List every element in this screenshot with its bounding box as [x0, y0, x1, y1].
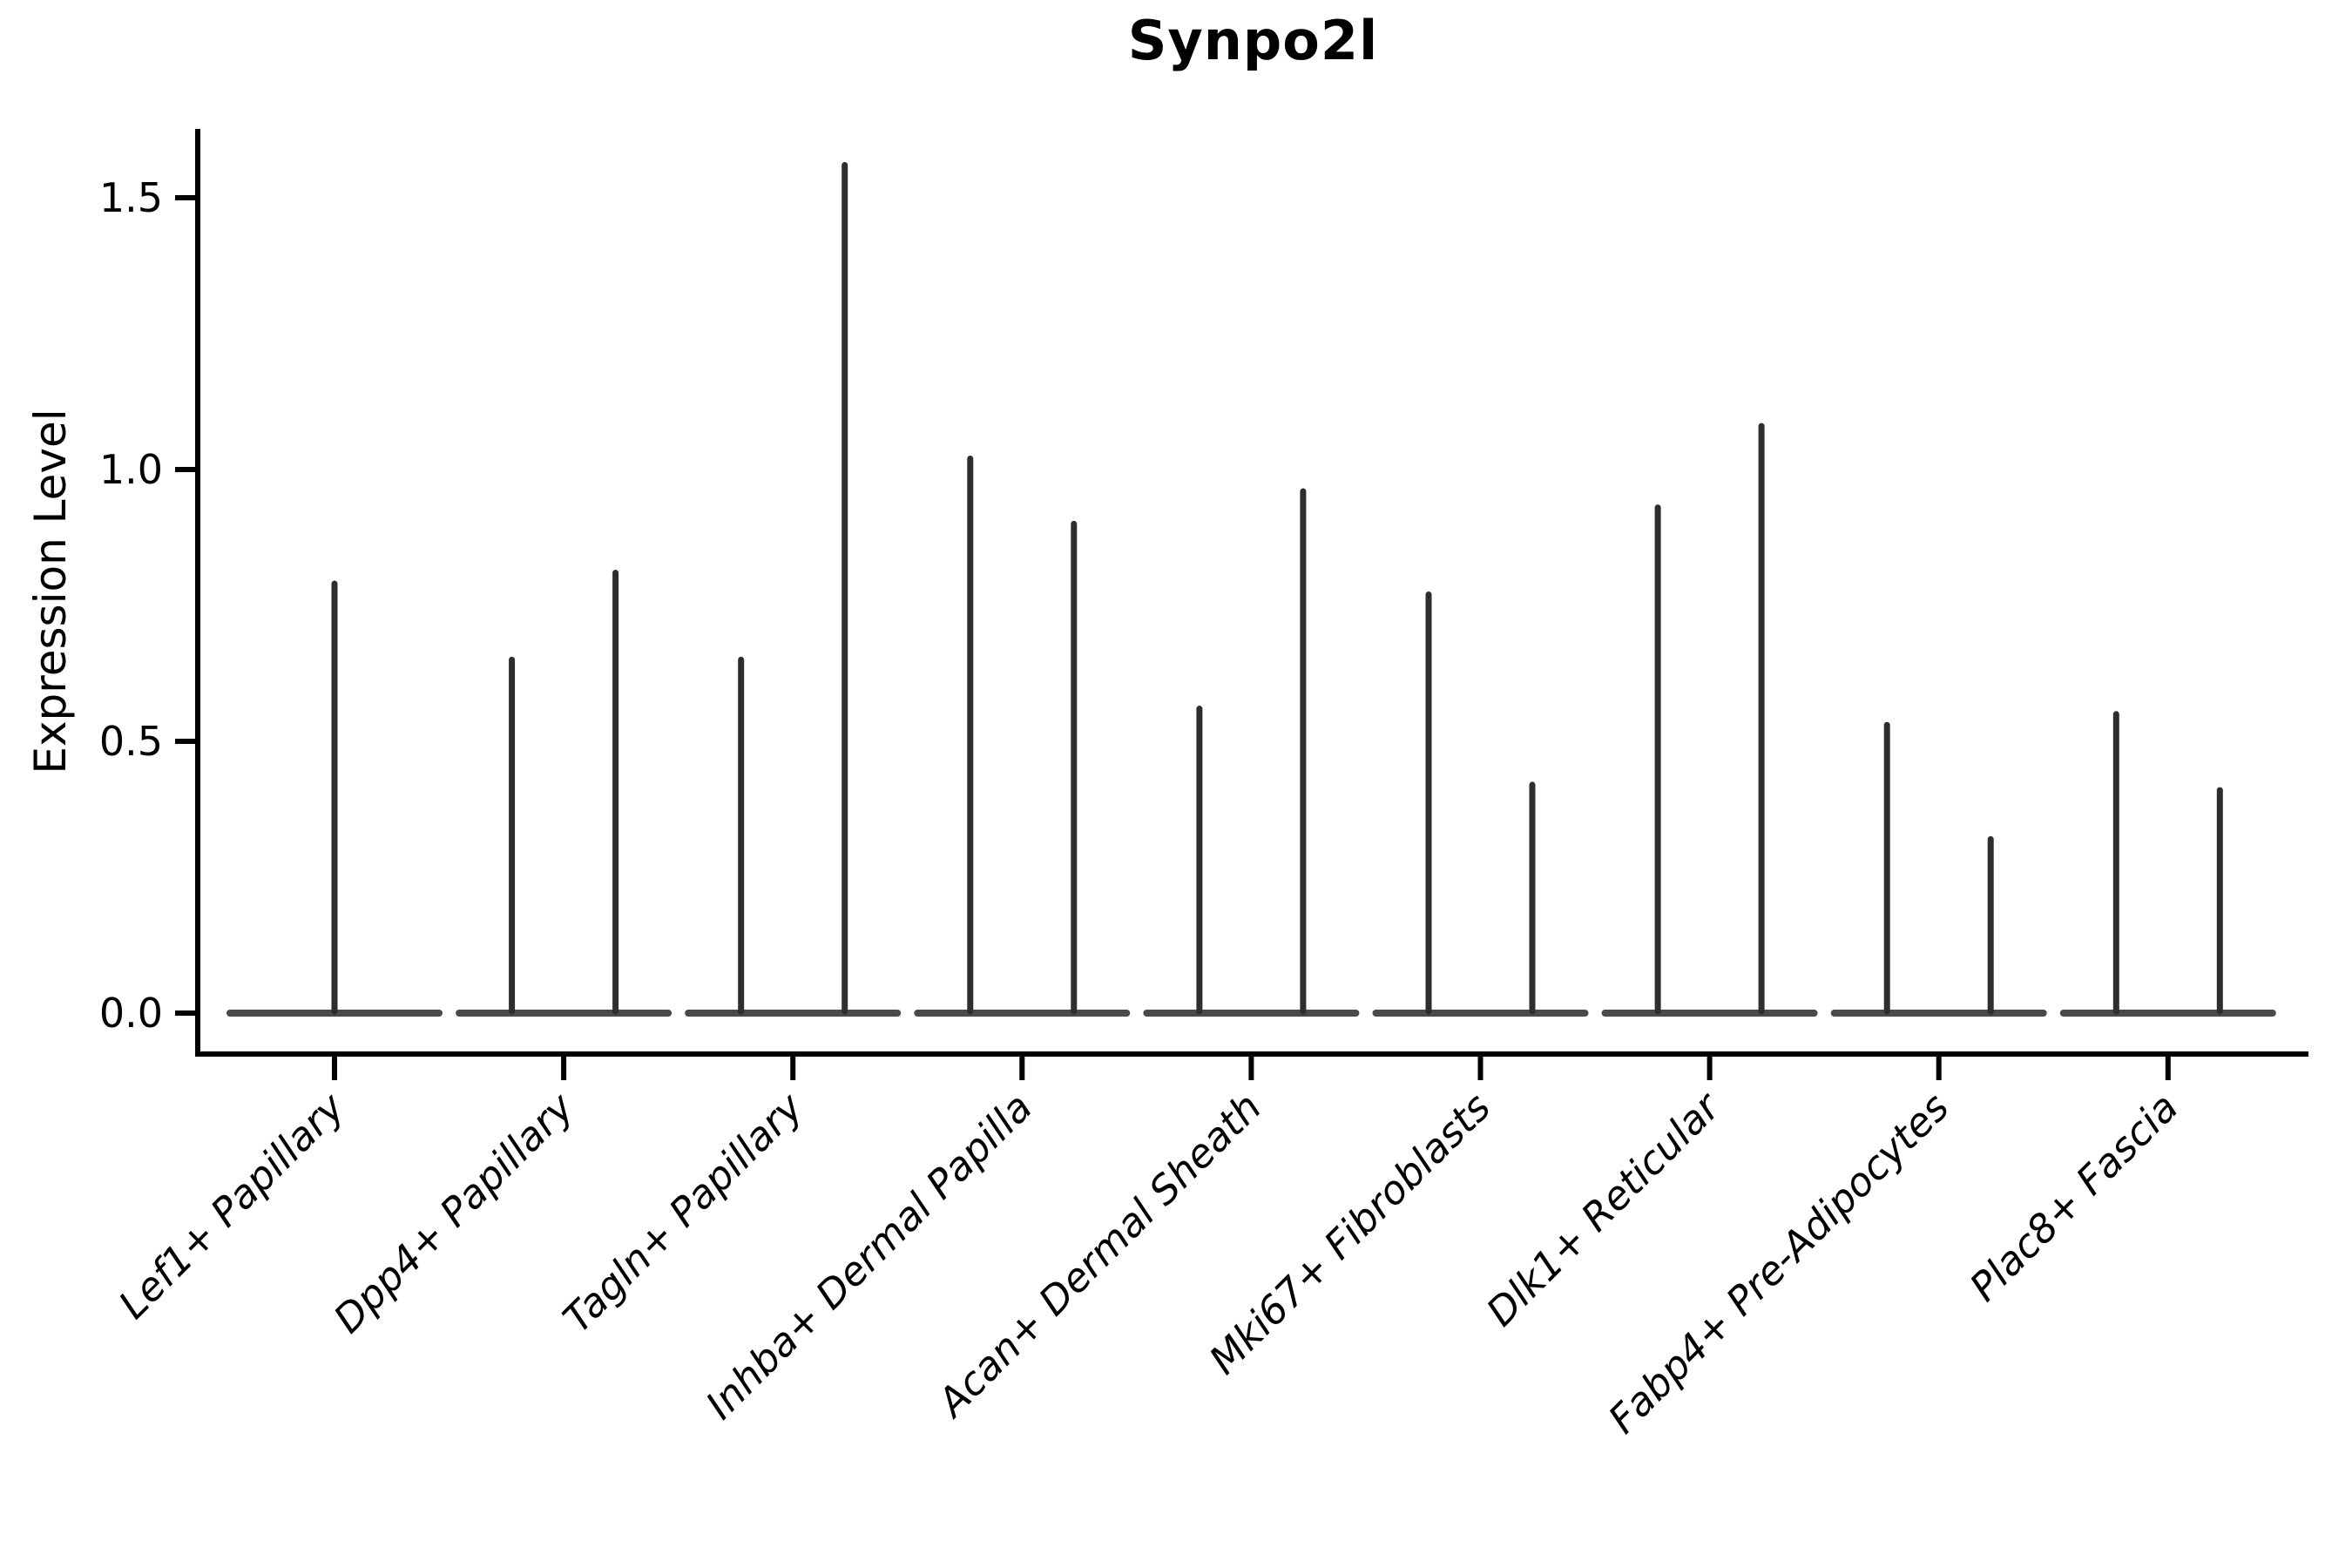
- x-category-label: Dlk1+ Reticular: [1477, 1083, 1730, 1335]
- x-category-label: Plac8+ Fascia: [1961, 1084, 2187, 1310]
- y-tick-label: 0.5: [99, 718, 163, 765]
- axis-spine: [195, 129, 2308, 1057]
- y-tick-label: 1.5: [99, 174, 163, 221]
- x-category-label: Tagln+ Papillary: [554, 1083, 813, 1342]
- x-category-label: Lef1+ Papillary: [110, 1083, 355, 1328]
- y-tick-label: 1.0: [99, 446, 163, 493]
- chart-title: Synpo2l: [1127, 9, 1379, 72]
- y-tick-label: 0.0: [99, 990, 163, 1037]
- x-category-label: Dpp4+ Papillary: [325, 1083, 584, 1342]
